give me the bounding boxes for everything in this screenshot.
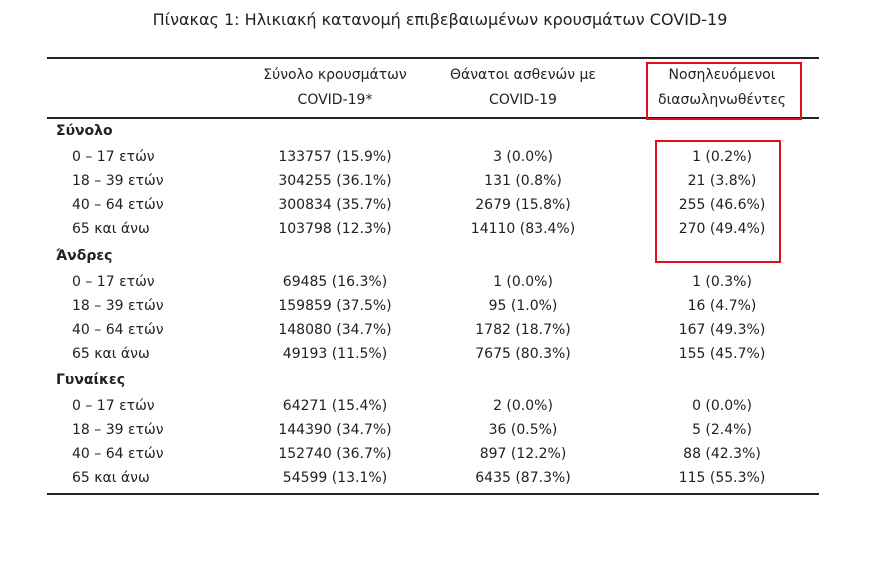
age-cell: 40 – 64 ετών xyxy=(72,446,164,462)
top-rule xyxy=(47,57,819,59)
value-cell: 152740 (36.7%) xyxy=(278,446,392,462)
value-cell: 69485 (16.3%) xyxy=(282,273,388,290)
group-label: Άνδρες xyxy=(56,247,113,264)
highlight-box xyxy=(646,62,802,120)
value-cell: 270 (49.4%) xyxy=(678,221,766,237)
value-cell: 95 (1.0%) xyxy=(488,297,558,314)
age-cell: 65 και άνω xyxy=(72,470,150,486)
value-cell: 131 (0.8%) xyxy=(484,173,562,189)
value-cell: 64271 (15.4%) xyxy=(282,398,388,414)
header-cell: Σύνολο κρουσμάτων xyxy=(263,67,407,83)
value-cell: 1 (0.3%) xyxy=(692,273,752,290)
bottom-rule xyxy=(47,493,819,495)
highlight-box xyxy=(655,140,781,263)
value-cell: 16 (4.7%) xyxy=(687,297,757,314)
value-cell: 2 (0.0%) xyxy=(493,398,553,414)
value-cell: 159859 (37.5%) xyxy=(278,297,392,314)
value-cell: 304255 (36.1%) xyxy=(278,173,392,189)
value-cell: 1 (0.0%) xyxy=(493,273,553,290)
value-cell: 1782 (18.7%) xyxy=(475,321,571,338)
value-cell: 155 (45.7%) xyxy=(678,345,766,362)
header-cell: COVID-19 xyxy=(489,92,557,108)
value-cell: 88 (42.3%) xyxy=(683,446,761,462)
age-cell: 0 – 17 ετών xyxy=(72,273,155,290)
value-cell: 5 (2.4%) xyxy=(692,422,752,438)
value-cell: 300834 (35.7%) xyxy=(278,197,392,213)
value-cell: 54599 (13.1%) xyxy=(282,470,388,486)
value-cell: 103798 (12.3%) xyxy=(278,221,392,237)
group-label: Γυναίκες xyxy=(56,372,126,388)
age-cell: 18 – 39 ετών xyxy=(72,297,164,314)
age-cell: 18 – 39 ετών xyxy=(72,422,164,438)
value-cell: 21 (3.8%) xyxy=(687,173,757,189)
value-cell: 0 (0.0%) xyxy=(692,398,752,414)
value-cell: 148080 (34.7%) xyxy=(278,321,392,338)
value-cell: 14110 (83.4%) xyxy=(470,221,576,237)
value-cell: 2679 (15.8%) xyxy=(475,197,571,213)
value-cell: 144390 (34.7%) xyxy=(278,422,392,438)
header-cell: διασωληνωθέντες xyxy=(658,92,786,108)
header-cell: Θάνατοι ασθενών με xyxy=(449,67,597,83)
age-cell: 0 – 17 ετών xyxy=(72,398,155,414)
value-cell: 6435 (87.3%) xyxy=(475,470,571,486)
age-cell: 65 και άνω xyxy=(72,345,150,362)
value-cell: 897 (12.2%) xyxy=(479,446,567,462)
group-label: Σύνολο xyxy=(56,123,113,139)
value-cell: 255 (46.6%) xyxy=(678,197,766,213)
value-cell: 7675 (80.3%) xyxy=(475,345,571,362)
age-cell: 65 και άνω xyxy=(72,221,150,237)
table-title: Πίνακας 1: Ηλικιακή κατανομή επιβεβαιωμέ… xyxy=(152,10,728,29)
value-cell: 36 (0.5%) xyxy=(488,422,558,438)
value-cell: 49193 (11.5%) xyxy=(282,345,388,362)
header-rule xyxy=(47,117,819,119)
value-cell: 167 (49.3%) xyxy=(678,321,766,338)
header-cell: COVID-19* xyxy=(297,92,373,108)
value-cell: 1 (0.2%) xyxy=(692,149,752,165)
value-cell: 115 (55.3%) xyxy=(678,470,766,486)
age-cell: 18 – 39 ετών xyxy=(72,173,164,189)
value-cell: 133757 (15.9%) xyxy=(278,149,392,165)
age-cell: 0 – 17 ετών xyxy=(72,149,155,165)
age-cell: 40 – 64 ετών xyxy=(72,321,164,338)
header-cell: Νοσηλευόμενοι xyxy=(668,67,776,83)
value-cell: 3 (0.0%) xyxy=(493,149,553,165)
age-cell: 40 – 64 ετών xyxy=(72,197,164,213)
